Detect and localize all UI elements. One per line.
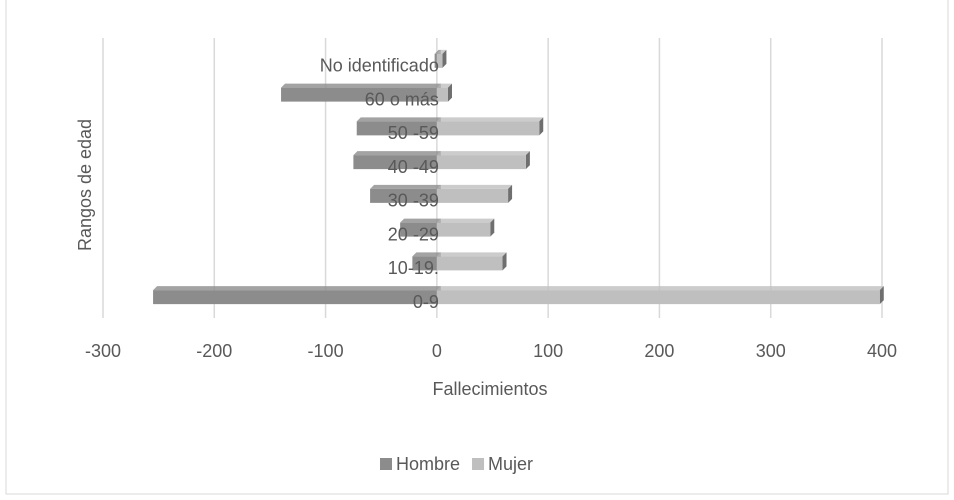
legend-swatch (472, 458, 485, 470)
bar-top (436, 151, 530, 156)
bar-side (525, 151, 530, 170)
bar (370, 188, 437, 203)
x-tick-label: 100 (533, 341, 563, 361)
x-axis-title: Fallecimientos (432, 379, 547, 399)
bar-top (356, 117, 441, 122)
x-tick-label: 300 (756, 341, 786, 361)
bar (436, 188, 509, 203)
y-tick-label: 20 -29 (388, 224, 439, 244)
bar (436, 290, 880, 305)
bar-side (447, 83, 452, 102)
legend-label: Mujer (488, 454, 533, 474)
bar-top (153, 286, 441, 291)
y-tick-label: 0-9 (413, 292, 439, 312)
y-tick-label: 60 o más (365, 89, 439, 109)
legend-label: Hombre (396, 454, 460, 474)
bar-top (281, 83, 441, 88)
x-tick-label: -100 (308, 341, 344, 361)
bar (436, 53, 443, 68)
y-tick-label: No identificado (320, 56, 439, 76)
bar-side (442, 49, 447, 68)
bar-top (400, 218, 441, 223)
y-tick-label: 30 -39 (388, 191, 439, 211)
x-tick-label: -300 (85, 341, 121, 361)
bar-top (353, 151, 441, 156)
bar (353, 155, 437, 170)
bar-top (434, 49, 441, 54)
bar (436, 87, 448, 102)
bar (153, 290, 437, 305)
x-tick-label: 200 (644, 341, 674, 361)
bar-side (502, 252, 507, 271)
bar-top (436, 117, 544, 122)
chart-border (5, 0, 949, 495)
x-tick-label: 400 (867, 341, 897, 361)
y-axis-title: Rangos de edad (75, 119, 95, 251)
bar-top (436, 286, 884, 291)
x-tick-label: -200 (196, 341, 232, 361)
bar-side (490, 218, 495, 237)
bar-top (436, 252, 507, 257)
legend-swatch (380, 458, 392, 470)
bar-top (436, 49, 447, 54)
y-tick-label: 10-19. (388, 258, 439, 278)
bar (436, 155, 526, 170)
bar (400, 222, 437, 237)
bar (281, 87, 437, 102)
bar-top (436, 83, 452, 88)
y-tick-label: 40 -49 (388, 157, 439, 177)
bar (356, 121, 437, 136)
bar-top (436, 218, 495, 223)
y-tick-label: 50 -59 (388, 123, 439, 143)
bar (436, 222, 491, 237)
x-tick-label: 0 (432, 341, 442, 361)
bar (434, 53, 437, 68)
bar-top (370, 184, 441, 189)
bar (412, 256, 437, 271)
bar (436, 121, 540, 136)
bar-side (508, 184, 513, 203)
bar-side (879, 286, 884, 305)
bar-side (539, 117, 544, 136)
bar (436, 256, 503, 271)
bar-top (436, 184, 513, 189)
bar-top (412, 252, 441, 257)
